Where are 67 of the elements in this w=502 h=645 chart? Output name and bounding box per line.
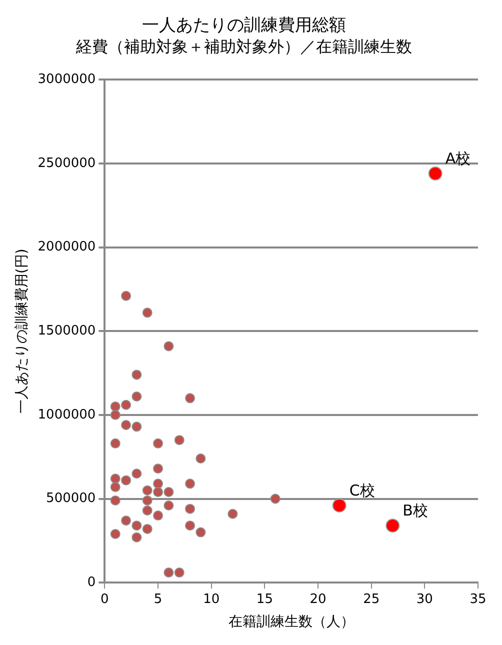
point: [142, 485, 152, 496]
point: [110, 482, 120, 492]
y-tick-label: 500000: [46, 491, 96, 506]
y-tick-label: 1000000: [38, 407, 96, 422]
point: [142, 495, 152, 506]
point: [228, 508, 238, 519]
annotation: C校: [349, 481, 375, 500]
x-tick-label: 0: [100, 592, 109, 607]
point: [121, 420, 132, 430]
point: [153, 464, 164, 474]
point: [110, 495, 120, 506]
point: [121, 475, 132, 486]
point: [428, 166, 442, 180]
chart-title: 一人あたりの訓練費用総額: [142, 16, 346, 36]
x-tick-label: 15: [256, 592, 273, 607]
point: [185, 478, 196, 489]
point: [142, 308, 152, 318]
y-tick-label: 0: [87, 574, 96, 590]
y-tick-label: 1500000: [38, 323, 96, 338]
point: [174, 435, 184, 446]
point: [332, 498, 346, 512]
point: [142, 506, 152, 516]
point: [185, 393, 196, 404]
y-axis-title: 一人あたりの訓練費用(円): [14, 248, 30, 414]
y-tick-label: 2000000: [38, 240, 96, 255]
x-tick-label: 35: [470, 592, 486, 607]
point: [132, 422, 142, 432]
point: [153, 510, 164, 521]
annotation: A校: [445, 149, 471, 168]
point: [121, 290, 132, 301]
point: [110, 528, 120, 539]
point: [132, 468, 142, 479]
point: [164, 341, 174, 352]
x-tick-label: 10: [203, 592, 220, 607]
point: [153, 478, 164, 489]
point: [110, 402, 120, 412]
x-tick-label: 25: [363, 592, 380, 607]
point: [153, 438, 164, 448]
x-axis-title: 在籍訓練生数（人）: [228, 614, 354, 630]
point: [164, 487, 174, 498]
point: [196, 527, 206, 538]
point: [196, 454, 206, 464]
point: [132, 520, 142, 531]
point: [142, 524, 152, 534]
y-tick-label: 3000000: [38, 72, 96, 87]
point: [386, 518, 400, 533]
point: [174, 568, 184, 578]
point: [121, 516, 132, 526]
point: [110, 474, 120, 484]
y-tick-label: 2500000: [38, 156, 96, 171]
point: [164, 568, 174, 578]
x-tick-label: 5: [154, 592, 162, 607]
point: [132, 370, 142, 380]
x-tick-label: 30: [416, 592, 433, 607]
chart-subtitle: 経費（補助対象＋補助対象外）／在籍訓練生数: [75, 37, 412, 56]
point: [185, 504, 196, 514]
point: [185, 520, 196, 531]
point: [132, 532, 142, 542]
point: [132, 391, 142, 402]
annotation: B校: [402, 501, 428, 520]
point: [110, 438, 120, 448]
x-tick-label: 20: [310, 592, 326, 607]
point: [270, 494, 280, 504]
point: [110, 410, 120, 420]
point: [153, 487, 164, 498]
point: [121, 400, 132, 410]
point: [164, 500, 174, 510]
